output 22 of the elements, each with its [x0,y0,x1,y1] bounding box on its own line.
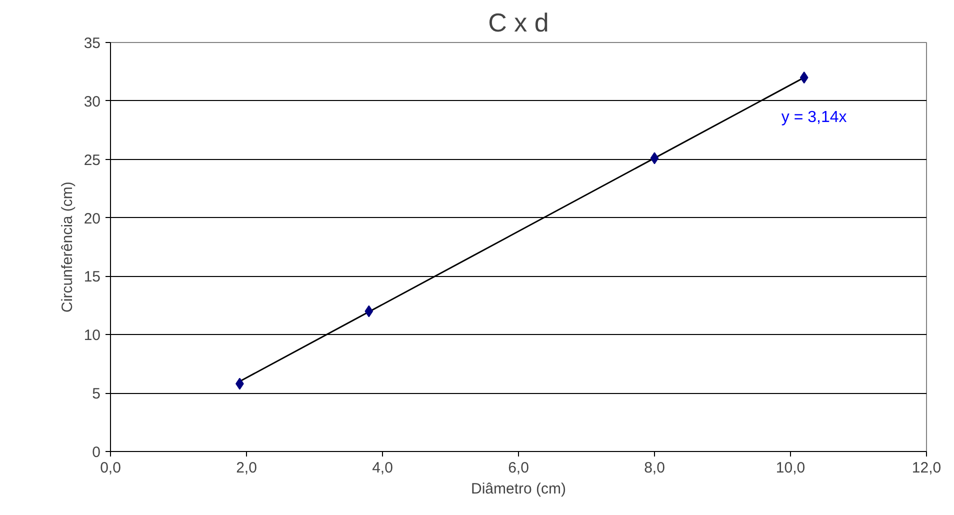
point [650,152,659,164]
x-tick-label: 6,0 [508,460,529,476]
x-tick-label: 4,0 [372,460,393,476]
x-tick-label: 2,0 [236,460,257,476]
y-tick-label: 15 [84,268,101,286]
y-axis-title: Circunferência (cm) [58,182,76,312]
x-axis-title: Diâmetro (cm) [471,480,566,498]
y-tick-label: 35 [84,35,101,52]
x-tick-label: 0,0 [100,460,121,476]
x-tick-label: 8,0 [644,460,665,476]
point [800,72,808,84]
x-tick-label: 10,0 [776,460,806,476]
y-tick-label: 20 [84,210,101,228]
y-tick-label: 5 [92,386,100,403]
y-tick-label: 25 [84,152,101,169]
point [364,305,374,318]
x-tick-label: 12,0 [912,460,942,476]
y-tick-label: 10 [84,327,101,344]
annotation: y = 3,14x [781,109,847,126]
y-tick-label: 30 [84,93,101,110]
y-tick-label: 0 [92,444,100,461]
chart-title: C x d [488,8,549,38]
